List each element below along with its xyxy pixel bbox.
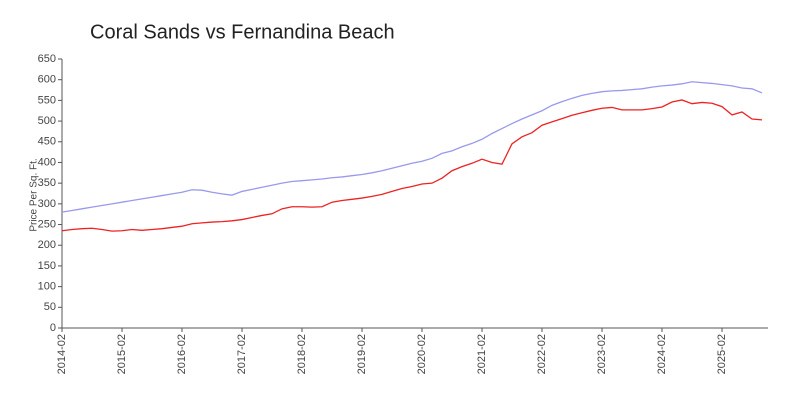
y-tick-label: 300 (38, 198, 56, 210)
x-tick-label: 2016-02 (176, 334, 188, 374)
chart-title: Coral Sands vs Fernandina Beach (90, 21, 395, 43)
x-tick-label: 2017-02 (236, 334, 248, 374)
y-tick-label: 50 (44, 301, 56, 313)
y-tick-label: 650 (38, 53, 56, 65)
x-tick-label: 2025-02 (716, 334, 728, 374)
y-tick-label: 250 (38, 218, 56, 230)
x-tick-label: 2022-02 (536, 334, 548, 374)
x-tick-label: 2018-02 (296, 334, 308, 374)
x-tick-label: 2021-02 (476, 334, 488, 374)
x-tick-label: 2019-02 (356, 334, 368, 374)
y-tick-label: 500 (38, 115, 56, 127)
y-tick-label: 450 (38, 136, 56, 148)
line (61, 81, 763, 213)
x-tick-label: 2020-02 (416, 334, 428, 374)
y-tick-label: 150 (38, 260, 56, 272)
x-tick-label: 2014-02 (56, 334, 68, 374)
x-tick-label: 2024-02 (656, 334, 668, 374)
x-tick-label: 2015-02 (116, 334, 128, 374)
y-tick-label: 100 (38, 281, 56, 293)
y-axis-label: Price Per Sq. Ft. (29, 158, 40, 231)
y-tick-label: 550 (38, 94, 56, 106)
y-tick-label: 600 (38, 74, 56, 86)
y-tick-label: 400 (38, 156, 56, 168)
y-tick-label: 200 (38, 239, 56, 251)
y-tick-label: 0 (50, 322, 56, 334)
y-tick-label: 350 (38, 177, 56, 189)
x-tick-label: 2023-02 (596, 334, 608, 374)
line (61, 99, 763, 232)
